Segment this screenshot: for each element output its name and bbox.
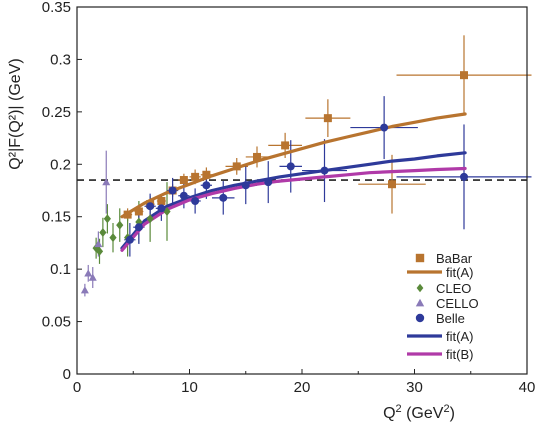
- x-tick-label: 10: [181, 379, 198, 396]
- data-point-square: [123, 210, 132, 219]
- fit-line-belle: [120, 151, 467, 250]
- legend-label: fit(A): [446, 329, 473, 344]
- data-point-diamond: [416, 283, 424, 293]
- legend-item: fit(B): [407, 347, 473, 362]
- x-tick-label: 0: [73, 379, 81, 396]
- data-point-circle: [202, 181, 211, 190]
- plot-area: [77, 35, 532, 297]
- data-point-diamond: [116, 220, 124, 230]
- data-point-circle: [264, 178, 273, 187]
- y-tick-label: 0: [63, 366, 71, 383]
- y-tick-label: 0.2: [50, 156, 71, 173]
- data-point-circle: [286, 162, 295, 171]
- markers-belle: [125, 123, 468, 244]
- legend-label: CELLO: [436, 296, 479, 311]
- x-tick-label: 30: [406, 379, 423, 396]
- data-point-square: [232, 162, 241, 171]
- legend-label: CLEO: [436, 281, 471, 296]
- data-point-diamond: [146, 214, 154, 224]
- x-axis-label: Q2 (GeV2): [383, 403, 455, 422]
- data-point-circle: [146, 202, 155, 211]
- legend-label: BaBar: [436, 251, 473, 266]
- data-point-circle: [168, 186, 177, 195]
- data-point-square: [281, 141, 290, 150]
- data-point-circle: [179, 191, 188, 200]
- y-tick-label: 0.05: [42, 314, 71, 331]
- axes: [76, 6, 528, 375]
- data-point-triangle: [94, 239, 103, 248]
- y-tick-label: 0.3: [50, 51, 71, 68]
- legend-label: fit(B): [446, 347, 473, 362]
- data-point-square: [157, 196, 166, 205]
- data-point-diamond: [103, 214, 111, 224]
- data-point-square: [179, 176, 188, 185]
- data-point-triangle: [80, 286, 89, 294]
- data-point-square: [415, 253, 425, 263]
- data-point-diamond: [92, 243, 100, 253]
- data-point-circle: [134, 223, 143, 232]
- data-point-triangle: [84, 269, 93, 277]
- data-point-square: [134, 207, 143, 216]
- data-point-square: [323, 114, 332, 123]
- data-point-diamond: [95, 246, 104, 256]
- x-tick-label: 20: [294, 379, 311, 396]
- data-point-circle: [125, 235, 134, 244]
- data-point-circle: [157, 204, 166, 213]
- tick-labels: 0 10 20 30 40 0 0.05 0.1 0.15 0.2 0.25 0.3 0.35: [42, 0, 536, 396]
- data-point-circle: [191, 196, 200, 205]
- legend-label: Belle: [436, 311, 465, 326]
- data-point-circle: [460, 172, 468, 181]
- legend-item: Belle: [415, 311, 465, 326]
- data-point-triangle: [102, 178, 111, 186]
- data-point-circle: [415, 313, 425, 323]
- legend-item: fit(A): [407, 265, 473, 280]
- y-axis-label: Q²|F(Q²)| (GeV): [7, 58, 24, 169]
- markers-cello: [80, 178, 111, 294]
- data-point-diamond: [99, 227, 107, 237]
- legend-item: CLEO: [416, 281, 471, 296]
- y-tick-label: 0.35: [42, 0, 71, 16]
- data-point-square: [191, 172, 200, 181]
- y-tick-label: 0.1: [50, 261, 71, 278]
- legend-item: fit(A): [407, 329, 473, 344]
- data-point-square: [202, 170, 211, 179]
- x-tick-label: 40: [519, 379, 536, 396]
- fit-line-belle: [120, 166, 467, 252]
- data-point-triangle: [88, 273, 97, 281]
- data-point-square: [460, 71, 468, 80]
- data-point-triangle: [415, 298, 425, 307]
- data-point-circle: [380, 123, 389, 132]
- fit-line-babar: [120, 112, 467, 219]
- legend-item: BaBar: [415, 251, 473, 266]
- data-point-square: [253, 152, 261, 161]
- data-point-circle: [241, 181, 250, 190]
- data-point-square: [388, 180, 396, 189]
- legend-item: CELLO: [415, 296, 479, 311]
- data-point-diamond: [109, 233, 117, 243]
- y-tick-label: 0.15: [42, 209, 71, 226]
- legend-label: fit(A): [446, 265, 473, 280]
- y-tick-label: 0.25: [42, 104, 71, 121]
- data-point-circle: [219, 193, 228, 202]
- data-point-circle: [320, 166, 329, 175]
